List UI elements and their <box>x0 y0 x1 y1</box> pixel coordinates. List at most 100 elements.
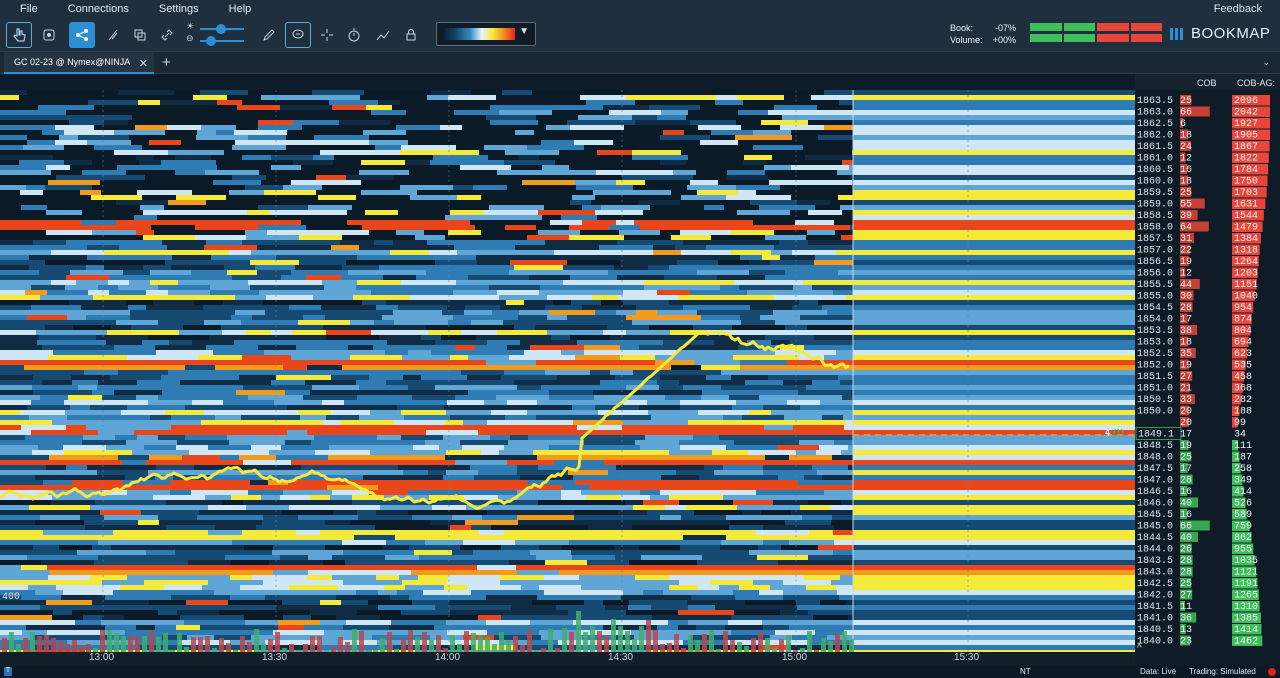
cob-value: 28 <box>1180 556 1192 567</box>
cob-ag-value: 1191 <box>1234 579 1258 590</box>
ask-row: 1852.5 35 623 <box>1137 348 1252 360</box>
cob-ag-bar <box>1232 440 1238 451</box>
cob-value: 12 <box>1180 269 1192 280</box>
cob-ag-bar <box>1232 129 1270 140</box>
brightness-slider-icon[interactable]: ☀ <box>186 21 252 34</box>
cob-value: 27 <box>1180 591 1192 602</box>
stopwatch-icon[interactable] <box>341 22 367 48</box>
ask-row: 1853.0 18 694 <box>1137 336 1252 349</box>
menu-connections[interactable]: Connections <box>67 3 129 15</box>
price-label: 1842.5 <box>1137 579 1173 590</box>
price-label: 1855.0 <box>1137 292 1173 303</box>
pen-feather-icon[interactable] <box>100 22 126 48</box>
cob-value: 13 <box>1180 625 1192 636</box>
feedback-link[interactable]: Feedback <box>1213 3 1262 15</box>
cob-ag-bar <box>1232 451 1240 462</box>
cob-ag-bar <box>1232 601 1260 612</box>
time-axis: 13:00 13:30 14:00 14:30 15:00 15:30 <box>0 652 1135 666</box>
crosshair-target-icon[interactable] <box>36 22 62 48</box>
cob-ag-value: 1264 <box>1234 257 1258 268</box>
cob-ag-value: 1822 <box>1234 154 1258 165</box>
cob-value: 24 <box>1180 142 1192 153</box>
cob-bar <box>1180 348 1196 358</box>
cob-ag-bar <box>1232 532 1252 543</box>
cob-ag-value: 1544 <box>1234 211 1258 222</box>
cob-ag-value: 1121 <box>1234 568 1258 579</box>
menu-settings[interactable]: Settings <box>158 3 199 15</box>
link-icon[interactable] <box>154 22 180 48</box>
ask-row: 1858.0 64 1479 <box>1137 221 1263 234</box>
share-nodes-icon[interactable] <box>69 22 95 48</box>
cob-value: 66 <box>1180 108 1192 119</box>
ask-row: 1861.0 12 1822 <box>1137 152 1269 165</box>
cob-ag-bar <box>1232 566 1257 577</box>
cob-bar <box>1180 302 1193 312</box>
cob-ag-bar <box>1232 290 1255 301</box>
chart-line-icon[interactable] <box>370 22 396 48</box>
cob-ag-value: 2096 <box>1234 96 1258 107</box>
cob-ag-value: 589 <box>1234 510 1252 521</box>
chevron-down-icon[interactable]: ⌄ <box>1262 57 1270 67</box>
cob-ag-value: 1703 <box>1234 188 1258 199</box>
price-label: 1861.0 <box>1137 154 1173 165</box>
price-label: 1850.0 <box>1137 407 1173 418</box>
contrast-slider-icon[interactable]: ⊖ <box>186 33 252 46</box>
menu-file[interactable]: File <box>20 3 38 15</box>
cob-value: 28 <box>1180 303 1192 314</box>
cob-bar <box>1180 313 1188 324</box>
price-label: 1855.5 <box>1137 280 1173 291</box>
cob-bar <box>1180 210 1198 220</box>
price-label: 1848.0 <box>1137 453 1173 464</box>
volume-value: +00% <box>992 35 1016 45</box>
imbalance-bars <box>1030 23 1164 45</box>
cob-ag-value: 187 <box>1234 453 1252 464</box>
add-tab-button[interactable]: + <box>162 54 171 71</box>
cob-ag-value: 694 <box>1234 338 1252 349</box>
cob-bar <box>1180 566 1193 577</box>
cob-bar <box>1180 233 1194 243</box>
cob-value: 11 <box>1180 602 1192 613</box>
cob-ag-bar <box>1232 348 1248 359</box>
cob-bar <box>1180 175 1189 186</box>
pencil-icon[interactable] <box>256 22 282 48</box>
cob-value: 19 <box>1180 257 1192 268</box>
nt-label: NT <box>1020 667 1031 676</box>
bid-row: 1845.0 66 759 <box>1137 520 1252 533</box>
time-tick: 15:00 <box>782 652 808 663</box>
tab-instrument[interactable]: GC 02-23 @ Nymex@NINJA ✕ <box>4 52 154 74</box>
cob-bar <box>1180 451 1192 462</box>
cob-bar <box>1180 601 1185 611</box>
volume-label: Volume: <box>950 35 983 45</box>
cob-value: 33 <box>1180 395 1192 406</box>
price-label: 1845.0 <box>1137 522 1173 533</box>
cob-bar <box>1180 520 1210 531</box>
cob-bar <box>1180 198 1205 209</box>
cob-ag-bar <box>1232 635 1263 646</box>
cob-ag-value: 1462 <box>1234 637 1258 648</box>
layers-icon[interactable] <box>127 22 153 48</box>
cob-bar <box>1180 244 1190 255</box>
close-icon[interactable]: ✕ <box>138 58 148 70</box>
cob-ag-value: 955 <box>1234 545 1252 556</box>
crosshair-icon[interactable] <box>314 22 340 48</box>
cob-value: 17 <box>1180 315 1192 326</box>
cob-ag-value: 282 <box>1234 395 1252 406</box>
cob-bar <box>1180 279 1200 289</box>
cob-ag-bar <box>1232 578 1258 589</box>
cob-ag-value: 414 <box>1234 487 1252 498</box>
hand-pointer-icon[interactable] <box>6 22 32 48</box>
cob-value: 40 <box>1180 533 1192 544</box>
cob-ag-value: 1310 <box>1234 602 1258 613</box>
info-icon[interactable]: T <box>4 667 12 676</box>
color-gradient-select[interactable]: ▼ <box>436 22 536 46</box>
price-label: 1856.0 <box>1137 269 1173 280</box>
lock-icon[interactable] <box>398 22 424 48</box>
menu-help[interactable]: Help <box>228 3 252 15</box>
chat-bubble-icon[interactable] <box>285 22 311 48</box>
cob-value: 19 <box>1180 441 1192 452</box>
cob-bar <box>1180 325 1198 335</box>
price-label: 1850.5 <box>1137 395 1173 406</box>
bid-row: 1848.5 19 111 <box>1137 440 1252 452</box>
ask-row: 1853.5 38 804 <box>1137 325 1252 337</box>
